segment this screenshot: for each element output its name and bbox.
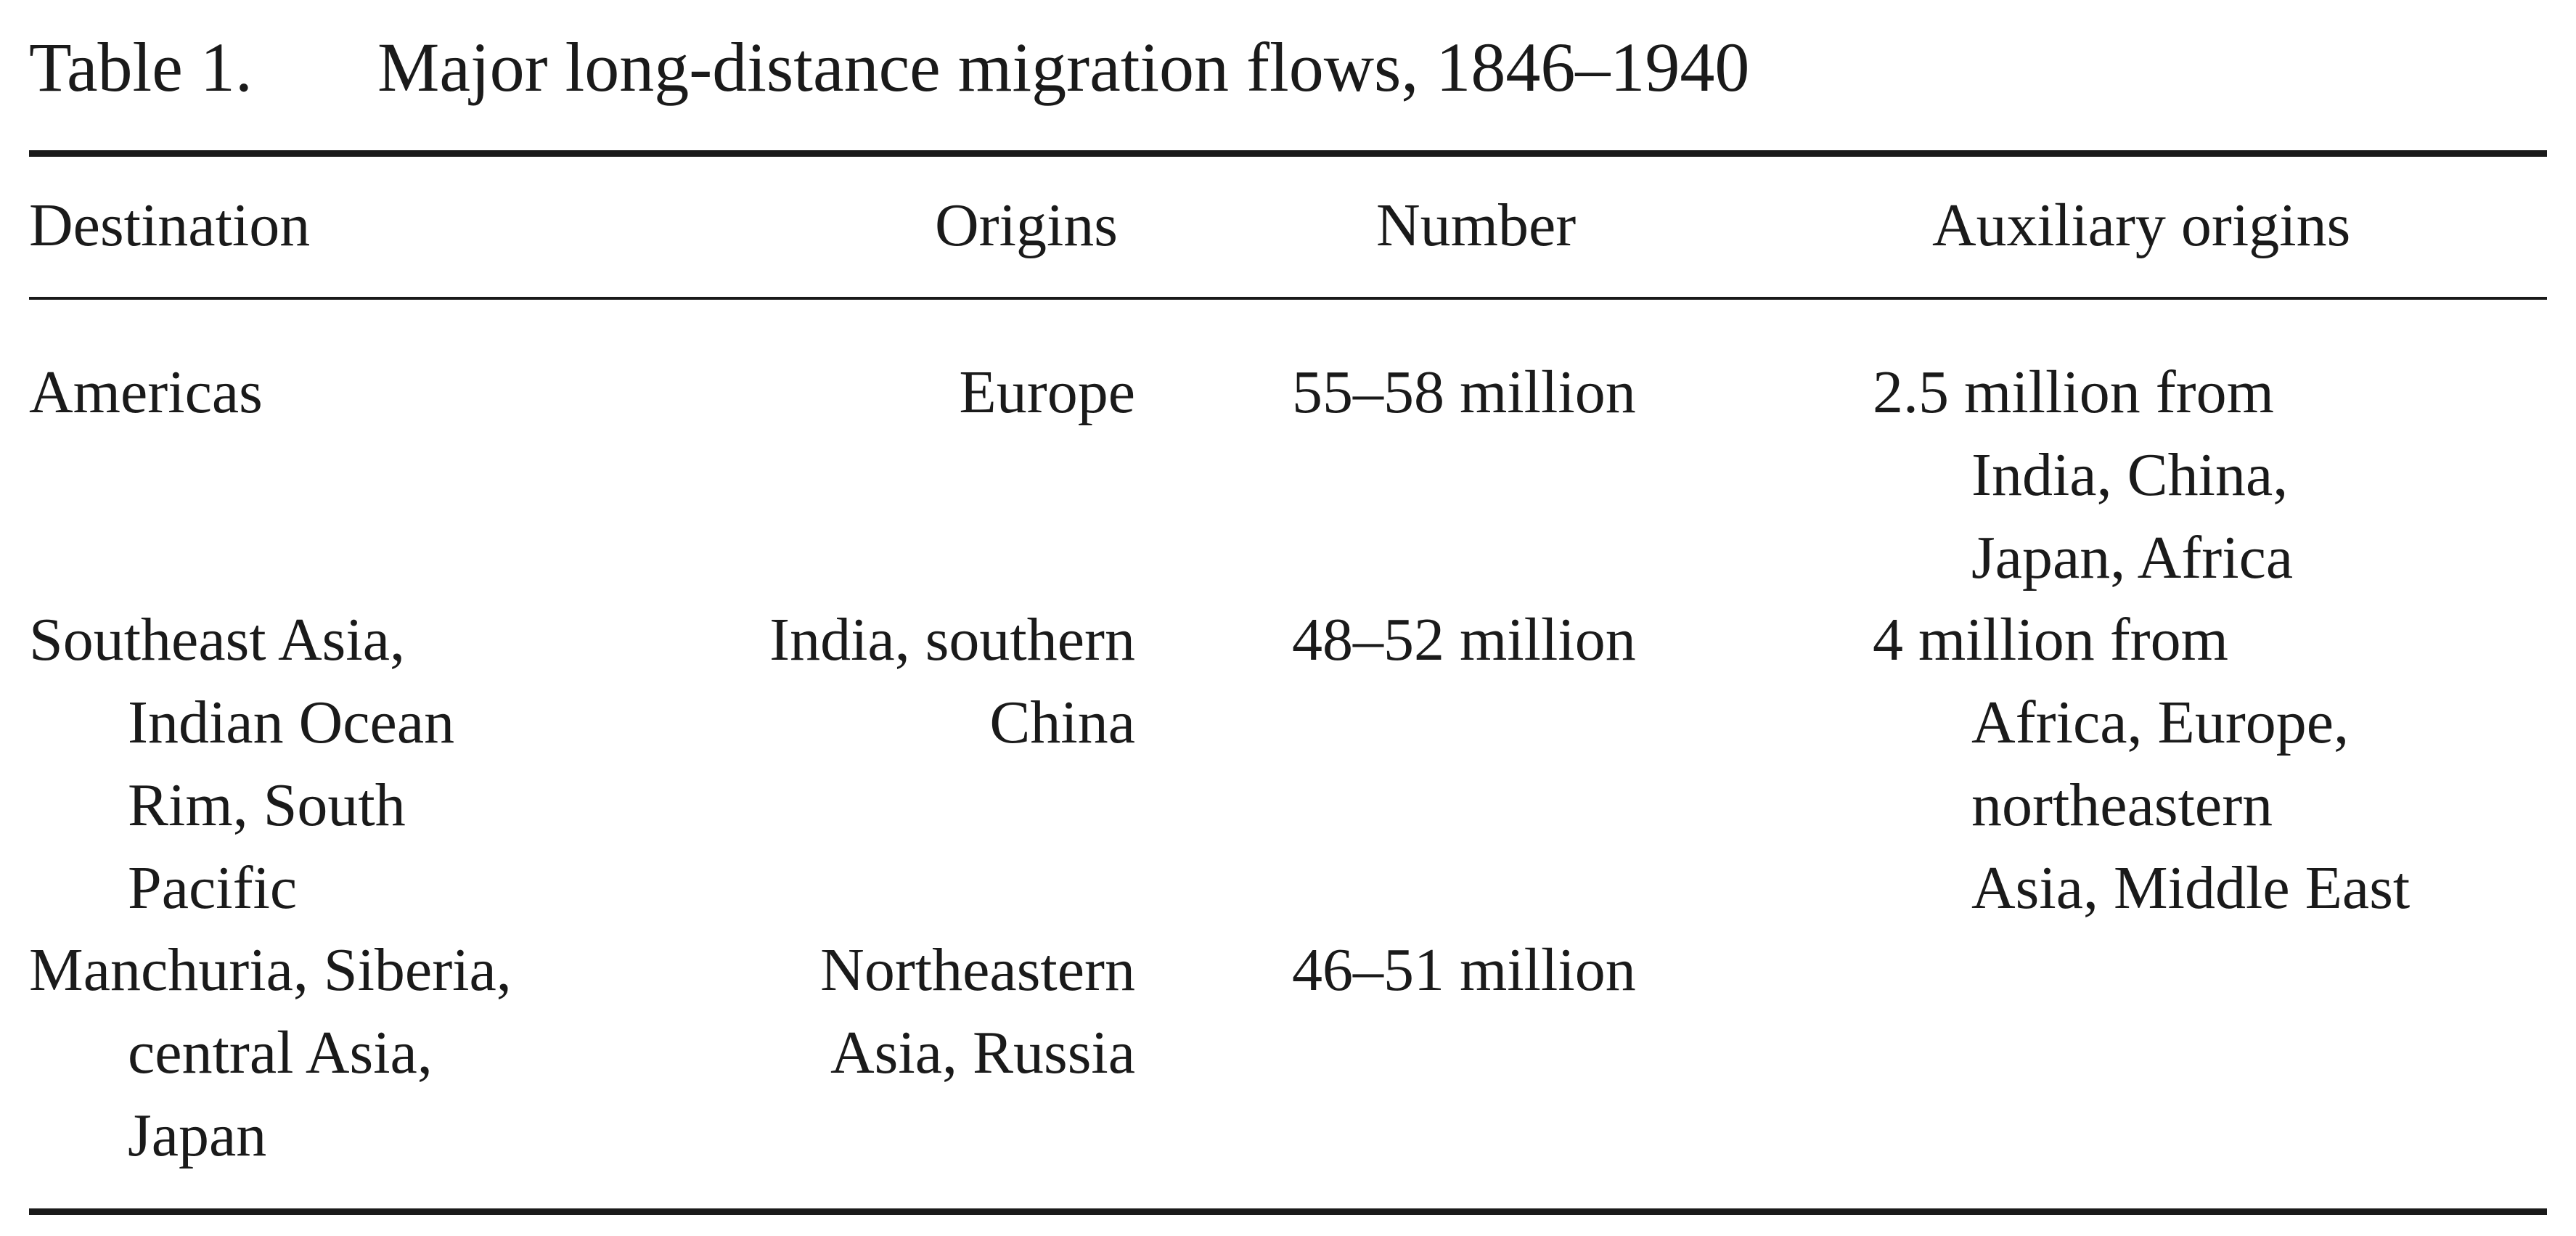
row-manchuria-number: 46–51 million <box>1292 936 1636 1004</box>
table-label: Table 1. <box>29 28 253 106</box>
destination-line: central Asia, <box>128 1019 433 1086</box>
destination-line: Manchuria, Siberia, <box>29 936 512 1004</box>
row-southeast-asia-destination: Southeast Asia, Indian Ocean Rim, South … <box>29 599 454 930</box>
header-number: Number <box>1376 192 1577 259</box>
auxiliary-line: 2.5 million from <box>1873 359 2274 426</box>
destination-line: Southeast Asia, <box>29 606 405 674</box>
row-americas-destination: Americas <box>29 351 263 434</box>
destination-line: Japan <box>128 1102 267 1169</box>
origins-line: Europe <box>959 359 1135 426</box>
row-southeast-asia-origins: India, southern China <box>653 599 1135 764</box>
auxiliary-line: Africa, Europe, <box>1971 689 2350 756</box>
header-rule <box>29 297 2547 300</box>
destination-line: Americas <box>29 359 263 426</box>
auxiliary-line: 4 million from <box>1873 606 2228 674</box>
row-americas-auxiliary: 2.5 million from India, China, Japan, Af… <box>1873 351 2293 599</box>
top-rule <box>29 150 2547 157</box>
destination-line: Pacific <box>128 854 298 922</box>
auxiliary-line: northeastern <box>1971 772 2273 839</box>
row-manchuria-destination: Manchuria, Siberia, central Asia, Japan <box>29 929 512 1177</box>
row-southeast-asia-number: 48–52 million <box>1292 606 1636 674</box>
table-title: Major long-distance migration flows, 184… <box>377 28 1750 106</box>
row-americas-origins: Europe <box>653 351 1135 434</box>
destination-line: Indian Ocean <box>128 689 455 756</box>
origins-line: Asia, Russia <box>830 1019 1135 1086</box>
destination-line: Rim, South <box>128 772 406 839</box>
origins-line: India, southern <box>769 606 1135 674</box>
auxiliary-line: Japan, Africa <box>1971 524 2294 592</box>
row-americas-number: 55–58 million <box>1292 359 1636 426</box>
row-southeast-asia-auxiliary: 4 million from Africa, Europe, northeast… <box>1873 599 2410 930</box>
header-destination: Destination <box>29 192 311 259</box>
origins-line: China <box>989 689 1135 756</box>
table-caption: Table 1. Major long-distance migration fl… <box>29 13 1749 122</box>
header-auxiliary-origins: Auxiliary origins <box>1932 192 2351 259</box>
header-origins: Origins <box>935 192 1118 259</box>
auxiliary-line: Asia, Middle East <box>1971 854 2411 922</box>
row-manchuria-origins: Northeastern Asia, Russia <box>653 929 1135 1094</box>
origins-line: Northeastern <box>820 936 1135 1004</box>
auxiliary-line: India, China, <box>1971 441 2289 509</box>
bottom-rule <box>29 1208 2547 1215</box>
